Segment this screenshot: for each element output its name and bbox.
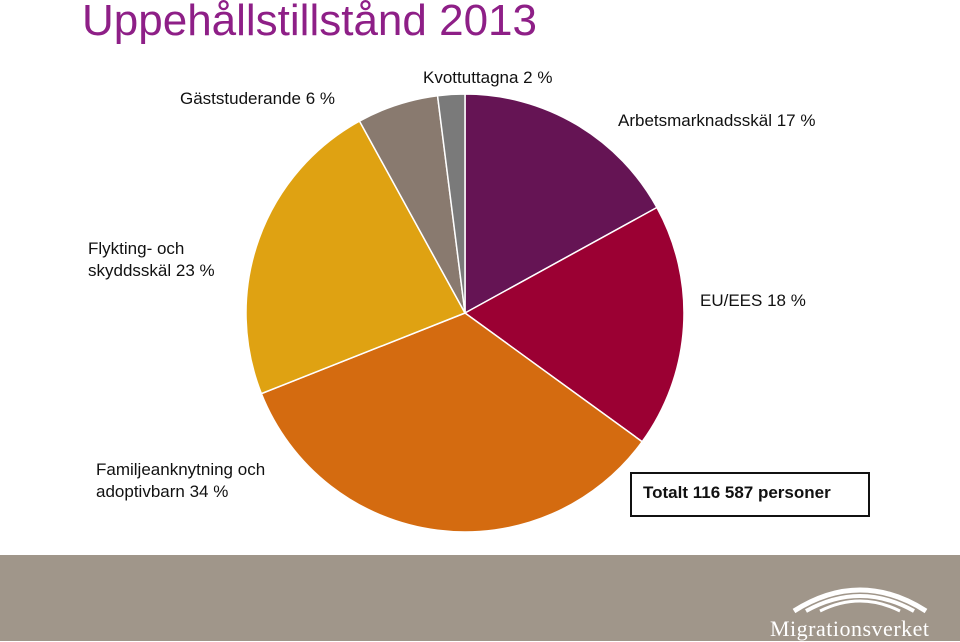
- footer-bar: [0, 555, 960, 641]
- label-familjeanknytning-line1: Familjeanknytning och: [96, 460, 266, 479]
- label-arbetsmarknadsskal: Arbetsmarknadsskäl 17 %: [618, 111, 816, 130]
- migrationsverket-logo-text: Migrationsverket: [770, 616, 930, 641]
- label-flykting-line2: skyddsskäl 23 %: [88, 261, 215, 280]
- pie-slice-1: [463, 206, 685, 443]
- pie-slice-0: [464, 93, 658, 315]
- migrationsverket-logo-icon: [792, 587, 928, 614]
- total-box: Totalt 116 587 personer: [630, 472, 870, 517]
- label-familjeanknytning-line2: adoptivbarn 34 %: [96, 482, 229, 501]
- pie-slice-5: [436, 93, 466, 314]
- label-kvottuttagna: Kvottuttagna 2 %: [423, 68, 553, 87]
- label-flykting-line1: Flykting- och: [88, 239, 185, 258]
- page-title: Uppehållstillstånd 2013: [82, 0, 537, 45]
- label-gaststuderande: Gäststuderande 6 %: [180, 89, 335, 108]
- label-eu-ees: EU/EES 18 %: [700, 291, 806, 310]
- pie-slice-3: [245, 120, 467, 395]
- pie-chart: [245, 93, 685, 533]
- pie-slice-2: [260, 312, 644, 533]
